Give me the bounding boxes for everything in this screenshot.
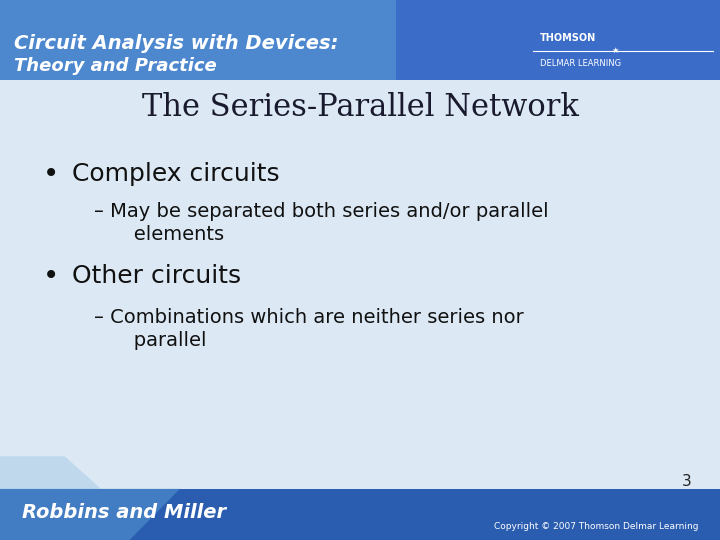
FancyBboxPatch shape xyxy=(0,489,720,540)
Text: Circuit Analysis with Devices:: Circuit Analysis with Devices: xyxy=(14,33,339,53)
Text: THOMSON: THOMSON xyxy=(540,33,596,43)
Text: Theory and Practice: Theory and Practice xyxy=(14,57,217,75)
Text: parallel: parallel xyxy=(115,330,207,350)
Polygon shape xyxy=(0,489,180,540)
Text: – May be separated both series and/or parallel: – May be separated both series and/or pa… xyxy=(94,202,548,221)
Text: Other circuits: Other circuits xyxy=(72,265,241,288)
Text: Complex circuits: Complex circuits xyxy=(72,162,279,186)
Text: elements: elements xyxy=(115,225,225,245)
Text: 3: 3 xyxy=(681,474,691,489)
Polygon shape xyxy=(0,456,101,489)
Text: – Combinations which are neither series nor: – Combinations which are neither series … xyxy=(94,308,523,327)
FancyBboxPatch shape xyxy=(0,80,720,489)
Text: •: • xyxy=(43,160,60,188)
Text: DELMAR LEARNING: DELMAR LEARNING xyxy=(540,59,621,68)
Text: Robbins and Miller: Robbins and Miller xyxy=(22,503,226,523)
Text: The Series-Parallel Network: The Series-Parallel Network xyxy=(142,92,578,124)
Text: •: • xyxy=(43,262,60,291)
Text: ★: ★ xyxy=(612,46,619,55)
FancyBboxPatch shape xyxy=(0,0,720,80)
Text: Copyright © 2007 Thomson Delmar Learning: Copyright © 2007 Thomson Delmar Learning xyxy=(494,522,698,531)
FancyBboxPatch shape xyxy=(0,0,396,80)
